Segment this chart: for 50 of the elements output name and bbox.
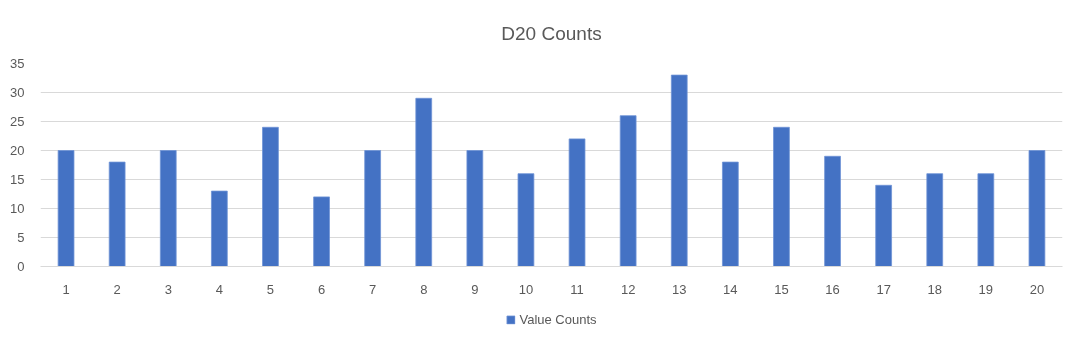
x-tick-label: 9: [471, 281, 479, 297]
y-tick-label: 0: [17, 259, 25, 274]
bar: [568, 138, 586, 267]
x-tick-label: 11: [570, 281, 584, 297]
x-tick-label: 12: [620, 281, 636, 297]
x-tick-label: 14: [723, 281, 738, 297]
bar: [466, 150, 484, 267]
x-tick-label: 8: [420, 281, 428, 297]
x-tick-label: 18: [927, 281, 942, 297]
bar: [670, 74, 688, 267]
x-tick-label: 17: [876, 281, 891, 297]
x-tick-label: 16: [825, 281, 840, 297]
bar: [57, 150, 75, 267]
bar: [977, 173, 995, 267]
x-tick-label: 20: [1029, 281, 1045, 297]
bar: [517, 173, 535, 267]
bar: [262, 126, 279, 267]
x-tick-label: 19: [978, 281, 994, 297]
x-tick-label: 6: [317, 281, 326, 297]
y-tick-label: 10: [10, 201, 25, 216]
x-tick-label: 5: [266, 281, 275, 297]
x-tick-label: 2: [113, 281, 121, 297]
bar: [364, 150, 381, 267]
bar: [926, 173, 944, 267]
x-tick-label: 4: [215, 281, 223, 297]
x-tick-label: 3: [164, 281, 172, 297]
y-tick-label: 30: [10, 85, 25, 100]
y-tick-label: 20: [10, 143, 25, 158]
x-tick-label: 15: [774, 281, 789, 297]
bar: [313, 196, 330, 267]
x-tick-label: 13: [672, 281, 687, 297]
chart-title: D20 Counts: [501, 22, 602, 44]
legend-label: Value Counts: [519, 311, 597, 327]
bar: [1028, 150, 1046, 267]
y-tick-label: 15: [10, 172, 25, 187]
bar: [108, 161, 126, 267]
x-tick-label: 1: [62, 281, 70, 297]
bar: [773, 126, 790, 267]
bar: [875, 184, 892, 267]
bar: [211, 190, 228, 267]
y-tick-label: 25: [10, 114, 25, 129]
bar: [619, 115, 637, 267]
bar: [722, 161, 739, 267]
bar: [824, 155, 841, 267]
bar: [415, 97, 433, 267]
x-tick-label: 7: [369, 281, 377, 297]
x-tick-label: 10: [518, 281, 534, 297]
y-tick-label: 35: [10, 56, 25, 71]
bar: [159, 150, 177, 267]
y-tick-label: 5: [17, 230, 25, 245]
